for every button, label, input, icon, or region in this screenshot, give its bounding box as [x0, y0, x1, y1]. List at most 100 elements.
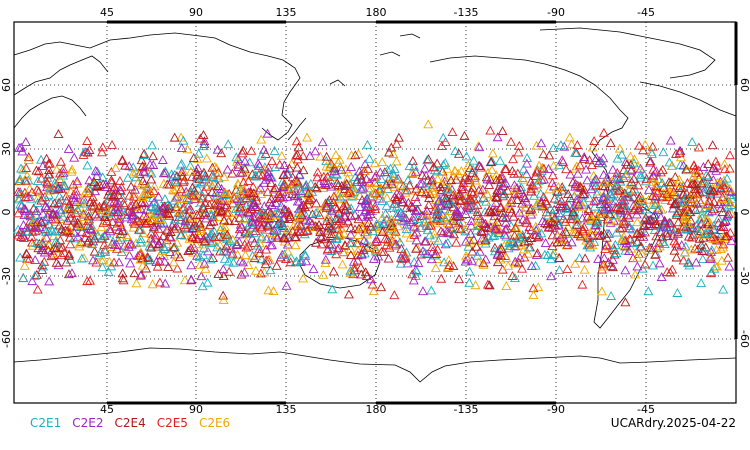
observation-marker — [358, 244, 369, 254]
observation-marker — [328, 191, 339, 201]
observation-marker — [382, 183, 393, 193]
observation-marker — [229, 215, 240, 225]
observation-marker — [536, 228, 547, 238]
observation-marker — [21, 163, 32, 172]
observation-marker — [302, 199, 313, 209]
observation-marker — [262, 128, 273, 138]
observation-marker — [197, 281, 208, 291]
observation-marker — [448, 261, 459, 271]
observation-marker — [417, 170, 428, 180]
observation-marker — [169, 241, 180, 251]
observation-marker — [353, 214, 364, 224]
observation-marker — [670, 172, 681, 181]
observation-marker — [247, 211, 258, 221]
observation-marker — [491, 187, 502, 197]
observation-marker — [54, 220, 65, 230]
lat-label-left: 60 — [0, 78, 13, 92]
observation-marker — [207, 187, 218, 196]
observation-marker — [237, 148, 248, 158]
lat-labels-left: 60 30 0 -30 -60 — [0, 78, 13, 348]
observation-marker — [101, 228, 112, 238]
observation-marker — [553, 195, 564, 204]
observation-marker — [65, 186, 76, 196]
observation-marker — [23, 152, 34, 162]
observation-marker — [209, 161, 220, 171]
observation-marker — [497, 207, 508, 217]
observation-marker — [682, 258, 693, 268]
observation-marker — [724, 186, 735, 196]
observation-marker — [668, 186, 679, 196]
observation-marker — [704, 220, 715, 230]
lon-label-bottom: 45 — [100, 403, 114, 416]
observation-marker — [516, 240, 527, 250]
observation-marker — [48, 231, 59, 241]
observation-marker — [693, 229, 704, 239]
observation-marker — [423, 154, 434, 164]
observation-marker — [662, 188, 673, 198]
observation-marker — [696, 178, 707, 188]
observation-marker — [196, 271, 207, 281]
observation-marker — [278, 170, 289, 180]
observation-marker — [212, 181, 223, 191]
observation-marker — [698, 162, 709, 171]
observation-marker — [317, 137, 328, 147]
observation-marker — [100, 212, 111, 222]
observation-marker — [459, 173, 470, 183]
lat-label-right: -30 — [738, 267, 750, 285]
observation-marker — [643, 244, 654, 254]
observation-marker — [33, 225, 44, 235]
observation-marker — [599, 177, 610, 187]
observation-marker — [356, 249, 367, 259]
observation-marker — [62, 215, 73, 225]
observation-marker — [650, 249, 661, 259]
observation-marker — [291, 232, 302, 242]
observation-marker — [678, 160, 689, 170]
observation-marker — [566, 139, 577, 149]
observation-marker — [433, 235, 444, 245]
observation-marker — [300, 249, 310, 259]
observation-marker — [305, 178, 316, 188]
observation-marker — [318, 171, 329, 181]
observation-marker — [507, 271, 518, 280]
observation-marker — [229, 193, 240, 203]
observation-marker — [333, 194, 344, 204]
antarctica-icon — [13, 347, 737, 383]
observation-marker — [685, 197, 696, 207]
observation-marker — [240, 227, 251, 237]
observation-marker — [464, 266, 475, 276]
observation-marker — [82, 160, 93, 170]
observation-marker — [428, 185, 438, 195]
observation-marker — [518, 174, 529, 184]
observation-marker — [184, 218, 195, 228]
observation-marker — [134, 224, 145, 234]
observation-marker — [367, 226, 378, 236]
observation-marker — [448, 202, 459, 212]
observation-marker — [444, 184, 455, 194]
observation-marker — [639, 220, 650, 230]
observation-marker — [160, 278, 171, 288]
observation-marker — [182, 193, 193, 202]
observation-marker — [427, 182, 438, 192]
observation-marker — [468, 188, 479, 198]
observation-marker — [204, 199, 215, 209]
observation-marker — [202, 277, 213, 287]
observation-marker — [235, 202, 246, 212]
observation-marker — [384, 147, 394, 157]
observation-marker — [548, 160, 559, 170]
observation-marker — [617, 196, 628, 206]
observation-marker — [537, 162, 548, 172]
lon-label-bottom: 180 — [366, 403, 387, 416]
observation-marker — [264, 255, 275, 264]
observation-marker — [98, 217, 109, 227]
observation-marker — [270, 183, 281, 193]
observation-marker — [536, 138, 547, 148]
observation-marker — [594, 156, 605, 166]
lon-label-bottom: 135 — [276, 403, 297, 416]
observation-marker — [696, 278, 707, 287]
observation-marker — [614, 143, 625, 153]
observation-marker — [146, 168, 157, 178]
observation-marker — [468, 164, 479, 174]
observation-marker — [440, 158, 451, 167]
observation-marker — [20, 175, 31, 185]
observation-marker — [504, 238, 515, 248]
